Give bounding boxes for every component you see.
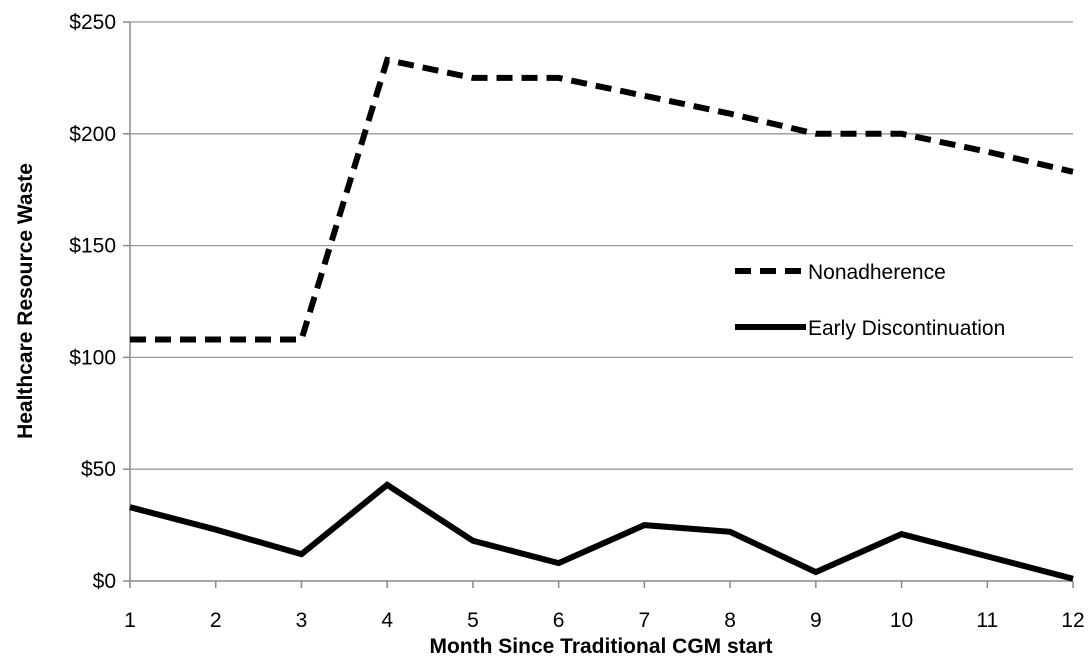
data-point-nonadherence — [127, 337, 133, 343]
data-point-early-discontinuation — [727, 529, 733, 535]
x-tick-label: 10 — [890, 609, 913, 632]
data-point-early-discontinuation — [213, 527, 219, 533]
legend-label-nonadherence: Nonadherence — [808, 261, 946, 284]
data-point-early-discontinuation — [384, 482, 390, 488]
y-tick-label: $150 — [69, 235, 116, 258]
y-tick-label: $250 — [69, 11, 116, 34]
x-tick-label: 2 — [210, 609, 222, 632]
y-tick-labels: $0 $50 $100 $150 $200 $250 — [69, 11, 116, 593]
x-tick-label: 8 — [724, 609, 736, 632]
data-point-nonadherence — [384, 57, 390, 63]
y-tick-label: $200 — [69, 123, 116, 146]
legend-label-early-discontinuation: Early Discontinuation — [808, 317, 1005, 340]
data-point-nonadherence — [641, 93, 647, 99]
data-point-early-discontinuation — [813, 569, 819, 575]
x-tick-label: 7 — [639, 609, 651, 632]
x-tick-label: 3 — [296, 609, 308, 632]
x-tick-label: 1 — [124, 609, 136, 632]
x-tick-label: 11 — [976, 609, 998, 632]
data-point-nonadherence — [813, 131, 819, 137]
data-point-nonadherence — [213, 337, 219, 343]
data-point-nonadherence — [470, 75, 476, 81]
x-tick-label: 4 — [381, 609, 393, 632]
data-point-early-discontinuation — [1070, 576, 1076, 582]
y-axis-title: Healthcare Resource Waste — [14, 163, 37, 439]
data-point-early-discontinuation — [984, 553, 990, 559]
series-line-early-discontinuation — [129, 481, 1074, 582]
data-point-nonadherence — [727, 111, 733, 117]
x-tick-label: 6 — [553, 609, 565, 632]
y-tick-label: $100 — [69, 346, 116, 369]
data-point-nonadherence — [1070, 169, 1076, 175]
series-line-nonadherence — [130, 56, 1074, 343]
series-lines — [127, 56, 1076, 582]
data-point-nonadherence — [984, 149, 990, 155]
data-point-early-discontinuation — [641, 522, 647, 528]
y-tick-label: $0 — [93, 570, 116, 593]
data-point-early-discontinuation — [899, 531, 905, 537]
data-point-early-discontinuation — [470, 538, 476, 544]
data-point-early-discontinuation — [127, 504, 133, 510]
data-point-early-discontinuation — [298, 551, 304, 557]
x-tick-label: 12 — [1061, 609, 1084, 632]
data-point-nonadherence — [899, 131, 905, 137]
axes — [123, 21, 1074, 588]
data-point-early-discontinuation — [556, 560, 562, 566]
data-point-nonadherence — [298, 337, 304, 343]
data-point-nonadherence — [556, 75, 562, 81]
x-tick-labels: 1 2 3 4 5 6 7 8 9 10 11 12 — [124, 609, 1085, 632]
x-tick-label: 9 — [810, 609, 822, 632]
y-tick-label: $50 — [81, 458, 116, 481]
legend: Nonadherence Early Discontinuation — [735, 261, 1005, 340]
x-tick-label: 5 — [467, 609, 479, 632]
x-axis-title: Month Since Traditional CGM start — [429, 635, 772, 658]
